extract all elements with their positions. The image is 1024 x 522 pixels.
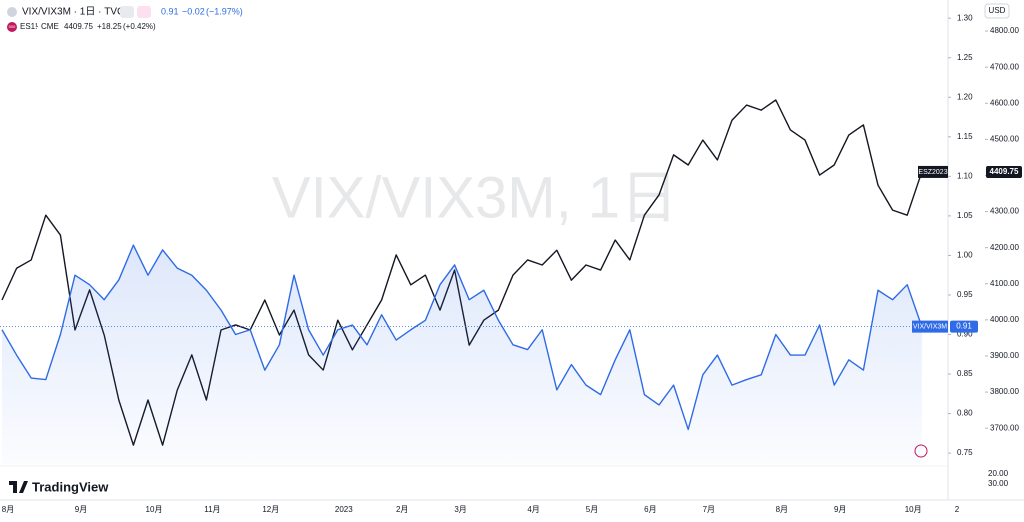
y-tick-label: 4100.00 xyxy=(990,279,1019,288)
alert-icon[interactable] xyxy=(914,444,928,458)
x-tick-label: 12月 xyxy=(262,505,279,514)
x-tick-label: 8月 xyxy=(776,505,788,514)
price-label xyxy=(986,165,1022,178)
x-tick-label: 10月 xyxy=(146,505,163,514)
x-tick-label: 2023 xyxy=(335,505,353,514)
series-tag xyxy=(918,165,948,178)
y-tick-label: 3700.00 xyxy=(990,423,1019,432)
y2-tick-label: 1.00 xyxy=(957,251,973,260)
price-label-text: 0.91 xyxy=(956,322,972,331)
y2-tick-label: 0.95 xyxy=(957,290,973,299)
y-tick-label: 3900.00 xyxy=(990,351,1019,360)
brand-logo xyxy=(9,481,28,493)
y2-tick-label: 1.20 xyxy=(957,92,973,101)
brand[interactable]: TradingView xyxy=(32,479,109,494)
x-tick-label: 10月 xyxy=(905,505,922,514)
watermark: VIX/VIX3M, 1日 xyxy=(272,165,678,230)
y-tick-label: 4800.00 xyxy=(990,26,1019,35)
symbol-icon xyxy=(7,7,17,17)
legend-change: −0.02 xyxy=(182,6,205,16)
legend-change-pct: (+0.42%) xyxy=(123,22,156,31)
y-tick-label: 3800.00 xyxy=(990,387,1019,396)
legend-label[interactable]: ES1! xyxy=(20,22,37,31)
eye-button[interactable] xyxy=(120,6,134,18)
y2-tick-label: 1.10 xyxy=(957,171,973,180)
pane-label: 30.00 xyxy=(988,479,1009,488)
x-tick-label: 4月 xyxy=(527,505,539,514)
symbol-icon xyxy=(7,22,17,32)
x-tick-label: 3月 xyxy=(454,505,466,514)
x-tick-label: 7月 xyxy=(703,505,715,514)
x-tick-label: 11月 xyxy=(204,505,220,514)
series-tag xyxy=(912,320,948,333)
legend-label[interactable]: VIX/VIX3M · 1日 · TVC xyxy=(22,7,124,18)
y-tick-label: 4000.00 xyxy=(990,315,1019,324)
price-label-text: 4409.75 xyxy=(990,167,1019,176)
y2-tick-label: 1.30 xyxy=(957,13,973,22)
y2-tick-label: 0.90 xyxy=(957,330,973,339)
series-tag-label: ESZ2023 xyxy=(918,169,947,176)
color-button[interactable] xyxy=(137,6,151,18)
y-tick-label: 4700.00 xyxy=(990,62,1019,71)
pane-label: 20.00 xyxy=(988,469,1009,478)
x-tick-label: 6月 xyxy=(644,505,656,514)
area xyxy=(2,245,922,465)
y-tick-label: 4200.00 xyxy=(990,243,1019,252)
x-tick-label: 2 xyxy=(955,505,960,514)
currency: USD xyxy=(989,6,1006,15)
y2-tick-label: 0.85 xyxy=(957,369,973,378)
series-line xyxy=(1,244,923,431)
y-tick-label: 4300.00 xyxy=(990,207,1019,216)
legend-exchange: CME xyxy=(41,22,59,31)
y2-tick-label: 1.05 xyxy=(957,211,973,220)
legend-separator: · xyxy=(36,22,39,31)
legend-change: +18.25 xyxy=(97,22,122,31)
x-tick-label: 2月 xyxy=(396,505,408,514)
x-tick-label: 9月 xyxy=(834,505,846,514)
y-tick-label: 4600.00 xyxy=(990,98,1019,107)
x-tick-label: 9月 xyxy=(75,505,87,514)
currency-button[interactable] xyxy=(984,3,1010,19)
x-tick-label: 5月 xyxy=(586,505,598,514)
y2-tick-label: 1.25 xyxy=(957,53,973,62)
legend-value: 0.91 xyxy=(161,6,179,16)
y2-tick-label: 0.75 xyxy=(957,448,973,457)
series-tag-label: VIX/VIX3M xyxy=(913,323,947,330)
symbol-icon-text: 500 xyxy=(9,24,16,29)
y2-tick-label: 0.80 xyxy=(957,409,973,418)
y2-tick-label: 1.15 xyxy=(957,132,973,141)
x-tick-label: 8月 xyxy=(2,505,14,514)
legend-value: 4409.75 xyxy=(64,22,93,31)
y-tick-label: 4500.00 xyxy=(990,134,1019,143)
legend-change-pct: (−1.97%) xyxy=(206,6,243,16)
price-label xyxy=(950,320,978,333)
